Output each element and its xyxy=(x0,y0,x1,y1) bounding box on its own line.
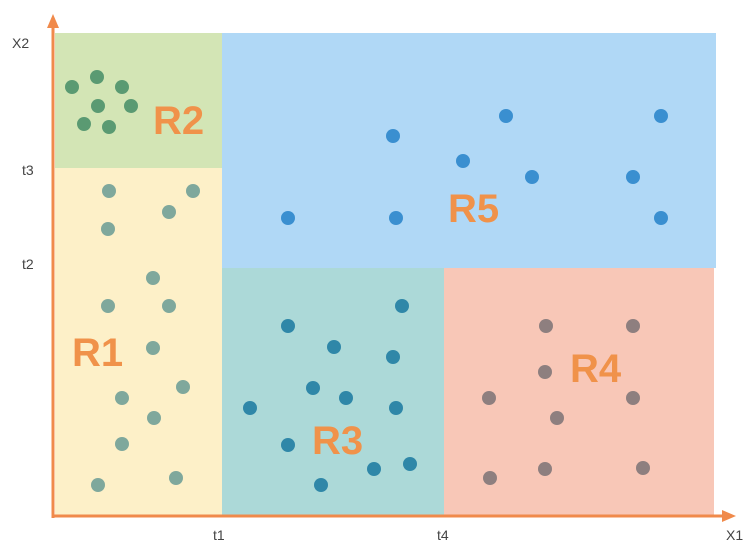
y-axis-label: X2 xyxy=(12,35,29,51)
points-r1 xyxy=(91,184,200,492)
point xyxy=(626,170,640,184)
region-label-r5: R5 xyxy=(448,187,499,231)
point xyxy=(339,391,353,405)
y-tick-t3: t3 xyxy=(22,162,34,178)
point xyxy=(499,109,513,123)
x-axis-label: X1 xyxy=(726,527,743,543)
axes xyxy=(47,14,736,522)
point xyxy=(102,184,116,198)
point xyxy=(91,478,105,492)
point xyxy=(146,341,160,355)
point xyxy=(101,299,115,313)
point xyxy=(386,350,400,364)
point xyxy=(538,365,552,379)
points-r5 xyxy=(281,109,668,225)
point xyxy=(389,401,403,415)
region-label-r4: R4 xyxy=(570,347,622,391)
point xyxy=(115,437,129,451)
point xyxy=(176,380,190,394)
region-label-r2: R2 xyxy=(153,99,204,143)
point xyxy=(90,70,104,84)
point xyxy=(389,211,403,225)
point xyxy=(636,461,650,475)
point xyxy=(186,184,200,198)
point xyxy=(162,299,176,313)
point xyxy=(91,99,105,113)
point xyxy=(281,319,295,333)
point xyxy=(102,120,116,134)
point xyxy=(654,211,668,225)
point xyxy=(456,154,470,168)
region-label-r1: R1 xyxy=(72,331,123,375)
point xyxy=(367,462,381,476)
point xyxy=(539,319,553,333)
point xyxy=(306,381,320,395)
point xyxy=(525,170,539,184)
point xyxy=(482,391,496,405)
point xyxy=(281,211,295,225)
point xyxy=(403,457,417,471)
point xyxy=(169,471,183,485)
point xyxy=(626,319,640,333)
y-tick-t2: t2 xyxy=(22,256,34,272)
y-axis-arrowhead xyxy=(47,14,59,28)
region-r2 xyxy=(55,33,222,168)
point xyxy=(538,462,552,476)
point xyxy=(147,411,161,425)
point xyxy=(483,471,497,485)
point xyxy=(654,109,668,123)
point xyxy=(626,391,640,405)
region-r3 xyxy=(222,268,444,516)
points-r4 xyxy=(482,319,650,485)
points-r3 xyxy=(243,299,417,492)
point xyxy=(243,401,257,415)
point xyxy=(281,438,295,452)
point xyxy=(65,80,79,94)
point xyxy=(314,478,328,492)
region-r1 xyxy=(55,168,222,516)
point xyxy=(395,299,409,313)
point xyxy=(124,99,138,113)
point xyxy=(550,411,564,425)
x-tick-t4: t4 xyxy=(437,527,449,543)
region-label-r3: R3 xyxy=(312,419,363,463)
point xyxy=(146,271,160,285)
point xyxy=(115,391,129,405)
x-axis-arrowhead xyxy=(722,510,736,522)
point xyxy=(327,340,341,354)
point xyxy=(101,222,115,236)
point xyxy=(115,80,129,94)
region-r5 xyxy=(222,33,716,268)
x-tick-t1: t1 xyxy=(213,527,225,543)
points-r2 xyxy=(65,70,138,134)
point xyxy=(386,129,400,143)
point xyxy=(162,205,176,219)
point xyxy=(77,117,91,131)
